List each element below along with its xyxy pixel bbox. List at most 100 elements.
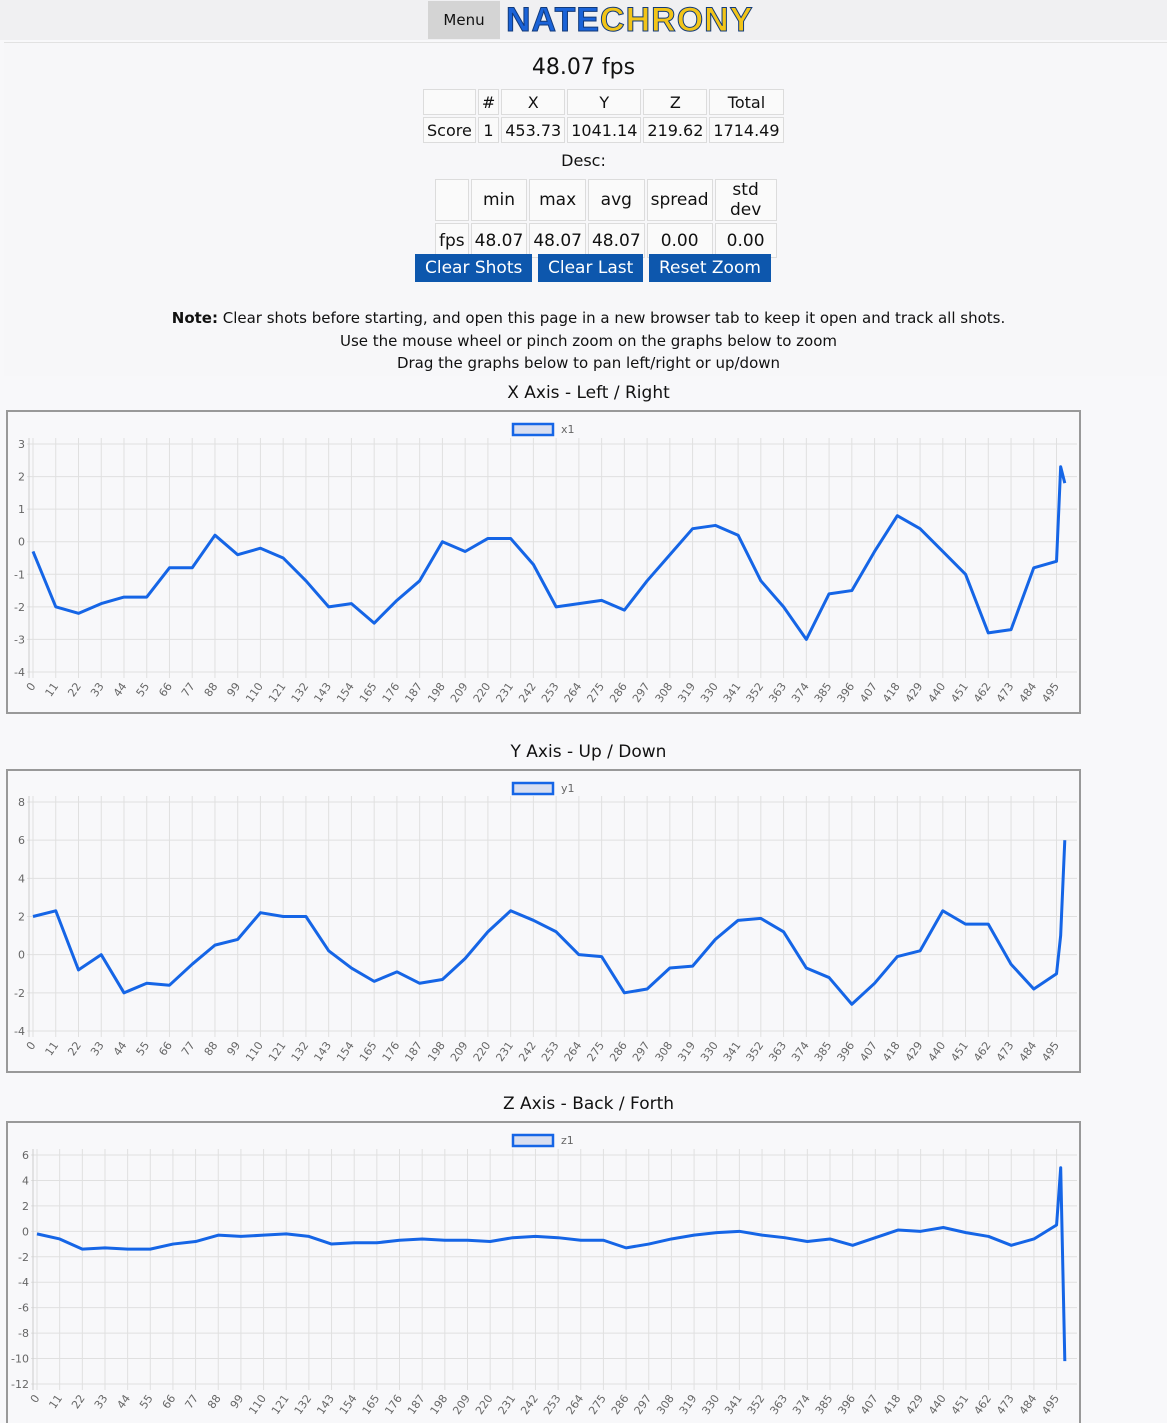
empty-cell bbox=[435, 179, 469, 221]
x-tick-label: 319 bbox=[677, 1392, 700, 1417]
x-tick-label: 231 bbox=[496, 1392, 519, 1417]
clear-last-button[interactable]: Clear Last bbox=[538, 254, 644, 282]
x-tick-label: 176 bbox=[382, 1392, 405, 1417]
x-tick-label: 374 bbox=[789, 680, 812, 705]
x-tick-label: 143 bbox=[314, 1392, 337, 1417]
chart: -4 -3 -2 -1 0 1 2 3 0 11 22 33 44 55 66 77 88 99 110 121 132… bbox=[14, 422, 1077, 705]
x-tick-label: 495 bbox=[1039, 680, 1062, 705]
x-tick-label: 308 bbox=[654, 1392, 677, 1417]
cell: 48.07 bbox=[470, 223, 528, 258]
x-tick-label: 88 bbox=[205, 1392, 224, 1411]
y-tick-label: 0 bbox=[18, 949, 25, 962]
y-tick-label: 6 bbox=[18, 834, 25, 847]
x-tick-label: 253 bbox=[539, 680, 562, 705]
x-tick-label: 330 bbox=[698, 1039, 721, 1064]
score-table: # X Y Z Total Score 1 453.73 1041.14 219.62 1714.… bbox=[421, 87, 786, 145]
x-tick-label: 352 bbox=[745, 1392, 768, 1417]
chart-box[interactable]: -4 -3 -2 -1 0 1 2 3 0 11 22 33 44 55 66 77 88 99 110 121 132… bbox=[6, 410, 1081, 714]
x-tick-label: 220 bbox=[473, 1392, 496, 1417]
x-tick-label: 253 bbox=[541, 1392, 564, 1417]
chart-title: X Axis - Left / Right bbox=[507, 383, 670, 403]
x-tick-label: 396 bbox=[835, 1392, 858, 1417]
x-tick-label: 385 bbox=[812, 1039, 835, 1064]
clear-shots-button[interactable]: Clear Shots bbox=[415, 254, 533, 282]
x-tick-label: 198 bbox=[428, 1392, 451, 1417]
x-tick-label: 242 bbox=[516, 1039, 539, 1064]
x-tick-label: 484 bbox=[1017, 1039, 1040, 1064]
y-tick-label: -6 bbox=[18, 1302, 29, 1315]
x-tick-label: 220 bbox=[471, 1039, 494, 1064]
x-tick-label: 363 bbox=[766, 680, 789, 705]
x-tick-label: 143 bbox=[311, 1039, 334, 1064]
x-tick-label: 110 bbox=[243, 680, 266, 705]
x-tick-label: 132 bbox=[289, 680, 312, 705]
x-tick-label: 363 bbox=[767, 1392, 790, 1417]
chart: -4 -2 0 2 4 6 8 0 11 22 33 44 55 66 77 88 99 110 121 132 143… bbox=[14, 781, 1077, 1064]
x-tick-label: 33 bbox=[88, 680, 107, 699]
y-tick-label: 2 bbox=[18, 911, 25, 924]
x-tick-label: 231 bbox=[493, 1039, 516, 1064]
x-tick-label: 352 bbox=[744, 680, 767, 705]
x-tick-label: 209 bbox=[450, 1392, 473, 1417]
logo[interactable]: NATECHRONY bbox=[505, 0, 753, 40]
x-tick-label: 352 bbox=[744, 1039, 767, 1064]
x-tick-label: 341 bbox=[721, 1039, 744, 1064]
x-tick-label: 473 bbox=[994, 1392, 1017, 1417]
menu-button[interactable]: Menu bbox=[428, 1, 500, 39]
x-tick-label: 385 bbox=[813, 1392, 836, 1417]
reset-zoom-button[interactable]: Reset Zoom bbox=[649, 254, 771, 282]
note-line: Note: Clear shots before starting, and o… bbox=[0, 307, 1167, 330]
x-tick-label: 209 bbox=[448, 1039, 471, 1064]
x-tick-label: 451 bbox=[949, 1392, 972, 1417]
cell: 1041.14 bbox=[567, 117, 642, 143]
x-tick-label: 22 bbox=[69, 1392, 88, 1411]
x-tick-label: 451 bbox=[948, 1039, 971, 1064]
logo-part: NATE bbox=[505, 1, 601, 40]
x-tick-label: 374 bbox=[789, 1039, 812, 1064]
x-tick-label: 253 bbox=[539, 1039, 562, 1064]
x-tick-label: 22 bbox=[65, 680, 84, 699]
y-tick-label: -1 bbox=[14, 568, 25, 581]
x-tick-label: 44 bbox=[111, 680, 130, 699]
x-tick-label: 88 bbox=[202, 1039, 221, 1058]
x-tick-label: 462 bbox=[971, 1392, 994, 1417]
x-tick-label: 418 bbox=[880, 680, 903, 705]
cell: 48.07 bbox=[529, 223, 586, 258]
empty-cell bbox=[423, 89, 476, 115]
x-tick-label: 77 bbox=[179, 680, 198, 699]
chart-box[interactable]: -12 -10 -8 -6 -4 -2 0 2 4 6 0 11 22 33 44 55 66 77 88 99 110… bbox=[6, 1121, 1081, 1423]
series-line bbox=[32, 840, 1067, 1006]
header-cell: spread bbox=[646, 179, 713, 221]
x-tick-label: 77 bbox=[179, 1039, 198, 1058]
header-cell: avg bbox=[587, 179, 645, 221]
series-line bbox=[31, 465, 1067, 641]
x-tick-label: 363 bbox=[766, 1039, 789, 1064]
y-tick-label: 2 bbox=[18, 471, 25, 484]
x-tick-label: 88 bbox=[202, 680, 221, 699]
x-tick-label: 297 bbox=[632, 1392, 655, 1417]
x-tick-label: 66 bbox=[160, 1392, 179, 1411]
x-tick-label: 462 bbox=[971, 680, 994, 705]
x-tick-label: 165 bbox=[357, 1039, 380, 1064]
x-tick-label: 110 bbox=[246, 1392, 269, 1417]
x-tick-label: 286 bbox=[607, 1039, 630, 1064]
header-cell: max bbox=[529, 179, 586, 221]
x-tick-label: 330 bbox=[698, 680, 721, 705]
x-tick-label: 99 bbox=[224, 1039, 243, 1058]
y-tick-label: 0 bbox=[18, 536, 25, 549]
x-tick-label: 473 bbox=[994, 680, 1017, 705]
y-tick-label: -8 bbox=[18, 1327, 29, 1340]
y-tick-label: 0 bbox=[22, 1225, 29, 1238]
x-tick-label: 264 bbox=[564, 1392, 587, 1417]
x-tick-label: 396 bbox=[835, 1039, 858, 1064]
x-tick-label: 407 bbox=[857, 1039, 880, 1064]
chart-box[interactable]: -4 -2 0 2 4 6 8 0 11 22 33 44 55 66 77 88 99 110 121 132 143… bbox=[6, 769, 1081, 1073]
cell: 1714.49 bbox=[709, 117, 784, 143]
y-tick-label: 2 bbox=[22, 1200, 29, 1213]
header-cell: X bbox=[501, 89, 566, 115]
header-cell: Z bbox=[643, 89, 708, 115]
x-tick-label: 231 bbox=[493, 680, 516, 705]
x-tick-label: 11 bbox=[46, 1392, 65, 1411]
x-tick-label: 429 bbox=[903, 1392, 926, 1417]
